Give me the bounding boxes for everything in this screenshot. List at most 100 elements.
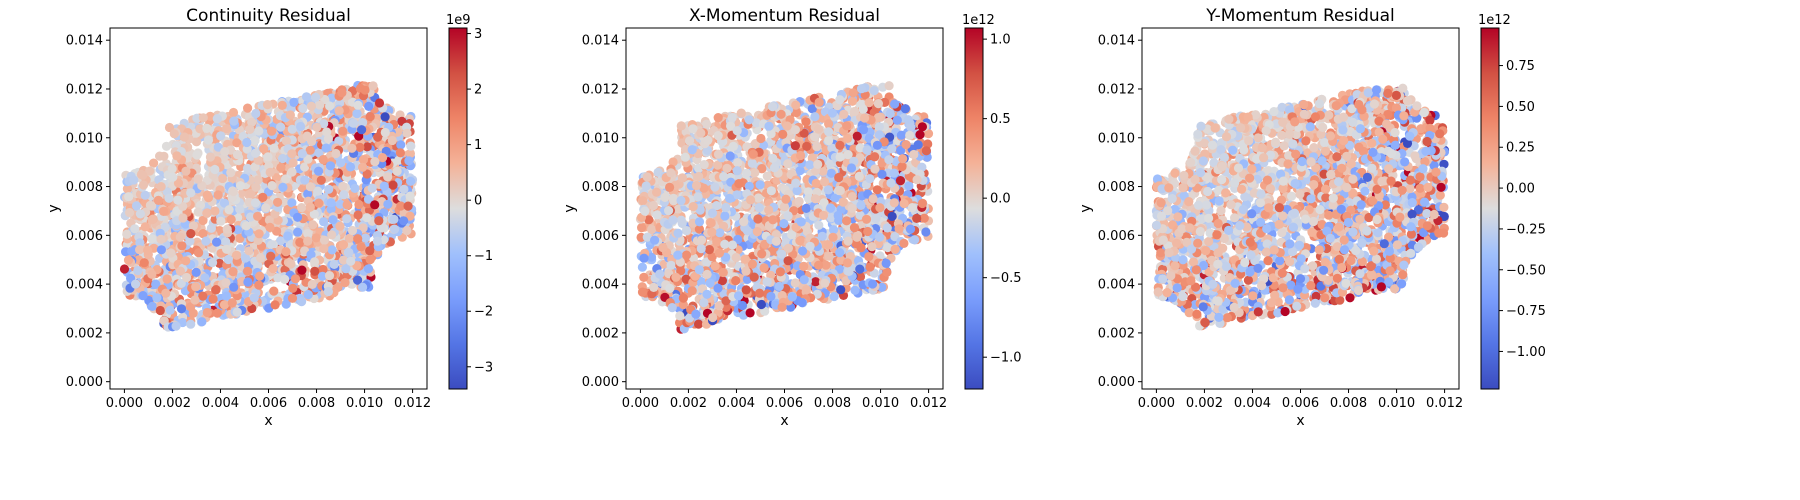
scatter-point (178, 213, 188, 223)
scatter-point (298, 103, 308, 113)
scatter-point (212, 308, 222, 318)
scatter-point (249, 293, 259, 303)
scatter-point (781, 194, 791, 204)
y-tick-label: 0.006 (66, 229, 103, 244)
scatter-point (221, 278, 231, 288)
scatter-point (342, 200, 352, 210)
scatter-point (149, 158, 159, 168)
scatter-point (186, 229, 196, 239)
scatter-point (360, 233, 370, 243)
scatter-point (753, 193, 764, 203)
scatter-point (271, 173, 281, 183)
scatter-point (172, 151, 182, 161)
scatter-point (358, 162, 368, 172)
scatter-point (644, 215, 654, 225)
scatter-points (635, 81, 934, 334)
scatter-point (649, 282, 659, 292)
scatter-point (668, 193, 679, 203)
scatter-point (821, 260, 831, 270)
scatter-point (216, 216, 226, 226)
scatter-point (326, 198, 336, 208)
scatter-point (675, 257, 685, 267)
scatter-point (182, 272, 192, 283)
scatter-point (353, 275, 363, 285)
scatter-point (254, 280, 264, 290)
scatter-point (319, 217, 329, 227)
scatter-point (675, 311, 685, 321)
scatter-point (917, 122, 928, 132)
scatter-point (130, 224, 140, 234)
scatter-point (245, 124, 255, 134)
scatter-point (346, 256, 356, 266)
scatter-point (323, 286, 333, 297)
scatter-point (287, 198, 297, 208)
scatter-point (125, 208, 135, 218)
scatter-point (186, 188, 196, 198)
scatter-point (368, 81, 378, 91)
scatter-point (719, 289, 729, 299)
colorbar-tick-label: −3 (474, 360, 493, 375)
scatter-point (710, 261, 720, 271)
scatter-point (777, 290, 787, 301)
scatter-point (159, 151, 169, 161)
scatter-point (222, 244, 232, 254)
scatter-point (847, 96, 858, 106)
scatter-point (200, 273, 210, 283)
scatter-point (261, 203, 271, 213)
scatter-point (374, 98, 385, 108)
scatter-point (317, 271, 328, 281)
scatter-point (733, 158, 743, 168)
scatter-point (637, 287, 648, 297)
x-momentum-residual-panel: X-Momentum Residual x y 1e12 0.000 0.002 0… (562, 6, 1022, 429)
scatter-point (696, 244, 706, 254)
scatter-point (329, 259, 339, 269)
scatter-point (726, 121, 736, 131)
scatter-point (314, 148, 324, 158)
scatter-point (251, 182, 261, 192)
scatter-point (639, 272, 649, 282)
scatter-point (122, 229, 132, 239)
x-tick-label: 0.000 (106, 396, 143, 411)
scatter-point (823, 240, 834, 250)
scatter-point (147, 301, 157, 311)
scatter-point (762, 171, 772, 181)
scatter-point (250, 135, 260, 146)
scatter-point (119, 264, 130, 274)
scatter-point (295, 237, 305, 247)
scatter-point (872, 185, 882, 195)
scatter-point (877, 282, 887, 292)
scatter-point (287, 167, 297, 177)
scatter-point (923, 129, 934, 139)
scatter-point (843, 133, 853, 143)
scatter-point (161, 141, 172, 151)
scatter-point (712, 201, 722, 211)
scatter-point (178, 201, 188, 211)
scatter-point (173, 195, 183, 205)
scatter-point (811, 277, 821, 287)
scatter-point (731, 252, 741, 263)
scatter-point (210, 164, 220, 175)
colorbar-offset-text: 1e12 (962, 13, 995, 28)
scatter-point (747, 259, 758, 269)
scatter-point (732, 166, 742, 176)
colorbar-tick-label: −1 (474, 249, 493, 264)
scatter-point (214, 258, 225, 268)
scatter-point (874, 130, 885, 140)
scatter-point (232, 250, 242, 260)
scatter-point (243, 266, 253, 276)
scatter-point (311, 233, 321, 243)
scatter-point (139, 258, 149, 268)
scatter-point (191, 267, 201, 277)
scatter-point (303, 236, 313, 246)
scatter-point (253, 175, 263, 185)
scatter-point (259, 144, 269, 154)
scatter-point (884, 81, 894, 91)
colorbar-tick-label: 3 (474, 27, 482, 42)
scatter-point (345, 233, 355, 243)
scatter-point (737, 300, 748, 311)
scatter-point (262, 100, 273, 110)
scatter-point (792, 186, 802, 196)
scatter-point (314, 198, 324, 208)
scatter-point (156, 245, 166, 255)
